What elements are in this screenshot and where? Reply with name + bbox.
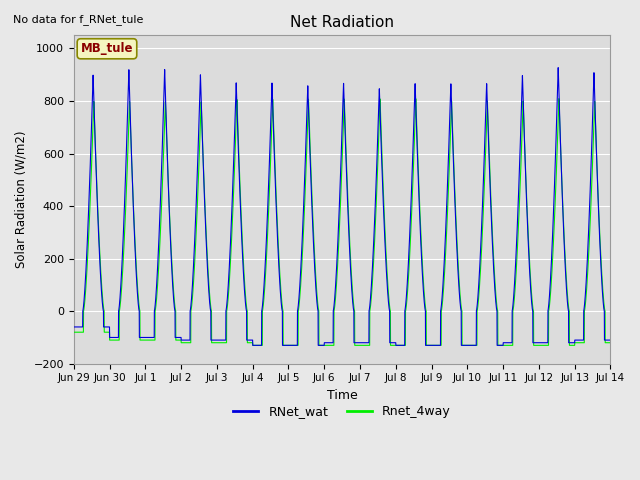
Text: No data for f_RNet_tule: No data for f_RNet_tule [13,14,143,25]
Y-axis label: Solar Radiation (W/m2): Solar Radiation (W/m2) [15,131,28,268]
Legend: RNet_wat, Rnet_4way: RNet_wat, Rnet_4way [228,400,456,423]
Text: MB_tule: MB_tule [81,42,133,55]
Title: Net Radiation: Net Radiation [290,15,394,30]
X-axis label: Time: Time [327,389,358,402]
